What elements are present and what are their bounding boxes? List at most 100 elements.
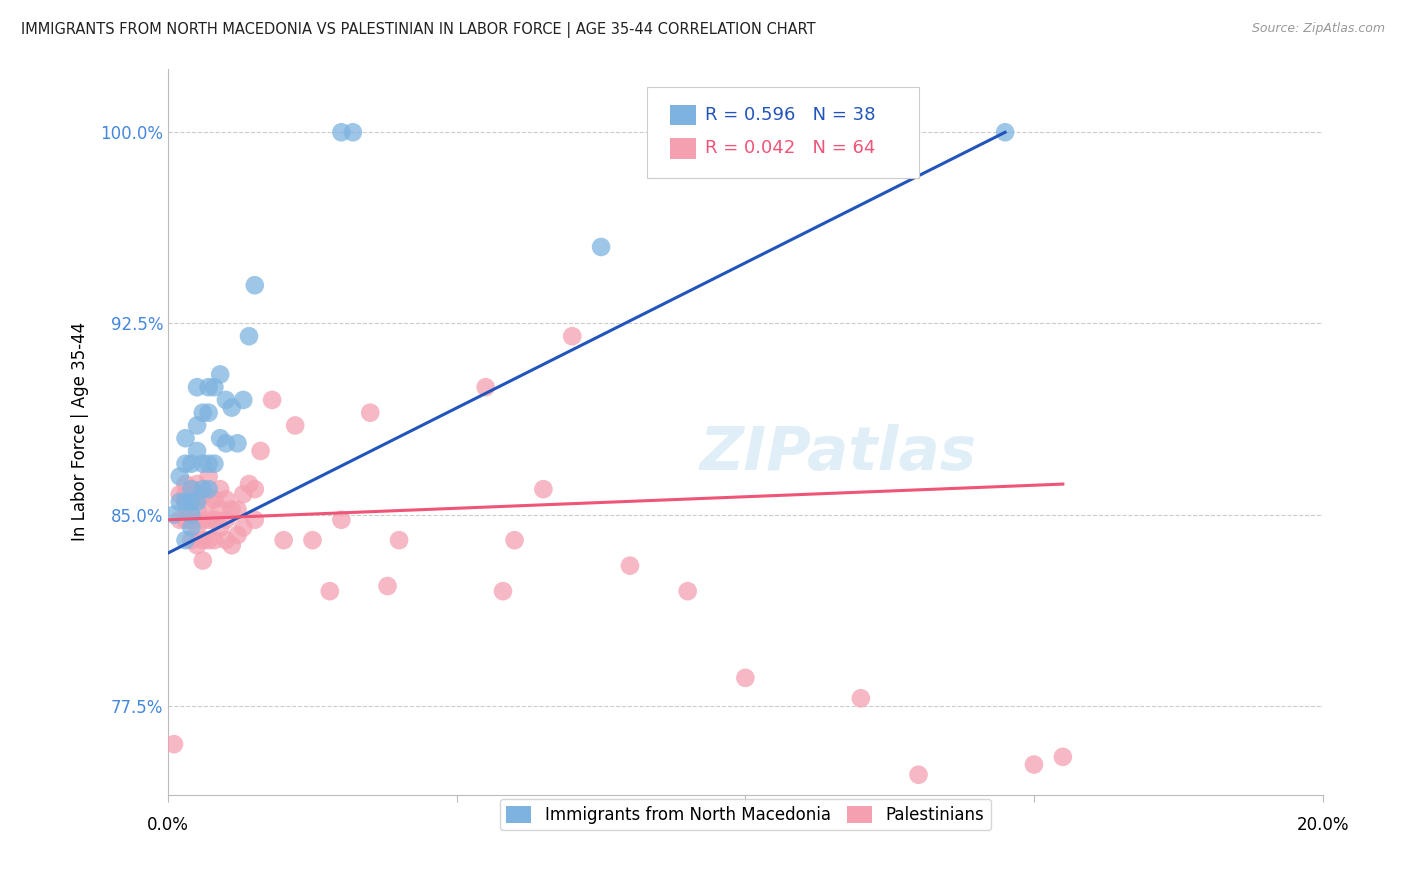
Point: [169, 513, 191, 527]
Point: [238, 329, 260, 343]
Point: [180, 513, 202, 527]
Point: [243, 513, 266, 527]
Point: [209, 502, 232, 516]
Point: [197, 469, 219, 483]
Point: [734, 671, 756, 685]
Point: [330, 513, 353, 527]
Point: [180, 520, 202, 534]
Point: [226, 436, 249, 450]
Legend: Immigrants from North Macedonia, Palestinians: Immigrants from North Macedonia, Palesti…: [499, 799, 991, 830]
Point: [330, 125, 353, 139]
Point: [163, 737, 186, 751]
Point: [169, 469, 191, 483]
Point: [197, 513, 219, 527]
Point: [907, 768, 929, 782]
Point: [531, 482, 554, 496]
Point: [209, 368, 232, 382]
Point: [221, 538, 243, 552]
Point: [243, 482, 266, 496]
Point: [197, 406, 219, 420]
Point: [186, 380, 208, 394]
Point: [174, 513, 197, 527]
Point: [215, 436, 238, 450]
Point: [180, 508, 202, 522]
Point: [676, 584, 699, 599]
Text: Source: ZipAtlas.com: Source: ZipAtlas.com: [1251, 22, 1385, 36]
Point: [301, 533, 323, 548]
Point: [215, 392, 238, 407]
Point: [238, 477, 260, 491]
Point: [180, 495, 202, 509]
Point: [226, 502, 249, 516]
Point: [186, 477, 208, 491]
Point: [180, 492, 202, 507]
Point: [232, 520, 254, 534]
Text: IMMIGRANTS FROM NORTH MACEDONIA VS PALESTINIAN IN LABOR FORCE | AGE 35-44 CORREL: IMMIGRANTS FROM NORTH MACEDONIA VS PALES…: [21, 22, 815, 38]
Text: 0.0%: 0.0%: [148, 815, 190, 833]
Point: [169, 495, 191, 509]
Point: [174, 487, 197, 501]
Y-axis label: In Labor Force | Age 35-44: In Labor Force | Age 35-44: [72, 322, 89, 541]
Point: [319, 584, 342, 599]
Point: [186, 495, 208, 509]
Point: [180, 457, 202, 471]
Point: [197, 533, 219, 548]
Point: [221, 401, 243, 415]
Point: [262, 392, 284, 407]
Bar: [671, 138, 696, 159]
Point: [202, 457, 225, 471]
Point: [209, 482, 232, 496]
Point: [186, 502, 208, 516]
Point: [174, 495, 197, 509]
Point: [174, 457, 197, 471]
Point: [174, 533, 197, 548]
Point: [197, 482, 219, 496]
Point: [202, 492, 225, 507]
Point: [197, 495, 219, 509]
Point: [232, 392, 254, 407]
Point: [186, 444, 208, 458]
Point: [619, 558, 641, 573]
Point: [191, 482, 214, 496]
Point: [359, 406, 381, 420]
Point: [591, 240, 613, 254]
Bar: [671, 105, 696, 125]
Point: [273, 533, 295, 548]
Point: [1022, 757, 1045, 772]
Point: [197, 457, 219, 471]
Point: [221, 502, 243, 516]
Point: [180, 482, 202, 496]
Text: R = 0.596   N = 38: R = 0.596 N = 38: [704, 106, 876, 124]
Point: [561, 329, 583, 343]
Text: ZIPatlas: ZIPatlas: [699, 424, 976, 483]
Point: [284, 418, 307, 433]
Point: [249, 444, 271, 458]
Point: [215, 533, 238, 548]
Point: [342, 125, 364, 139]
Point: [174, 477, 197, 491]
Point: [191, 513, 214, 527]
Text: 20.0%: 20.0%: [1296, 815, 1348, 833]
Point: [186, 487, 208, 501]
Point: [209, 520, 232, 534]
Point: [226, 528, 249, 542]
Point: [180, 533, 202, 548]
Point: [849, 691, 872, 706]
Point: [243, 278, 266, 293]
Point: [202, 533, 225, 548]
Point: [215, 492, 238, 507]
Point: [186, 418, 208, 433]
Point: [492, 584, 515, 599]
Point: [1052, 750, 1074, 764]
Point: [180, 482, 202, 496]
Point: [388, 533, 411, 548]
Point: [209, 431, 232, 445]
Point: [191, 553, 214, 567]
Point: [215, 513, 238, 527]
Point: [994, 125, 1017, 139]
Point: [174, 431, 197, 445]
Point: [174, 495, 197, 509]
Point: [186, 520, 208, 534]
Text: R = 0.042   N = 64: R = 0.042 N = 64: [704, 139, 876, 158]
Point: [191, 533, 214, 548]
